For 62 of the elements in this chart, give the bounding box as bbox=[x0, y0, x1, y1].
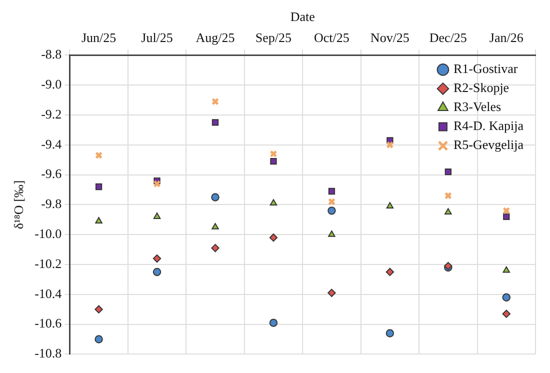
x-axis-title: Date bbox=[290, 9, 316, 24]
point bbox=[270, 150, 278, 158]
point bbox=[328, 188, 336, 195]
point bbox=[152, 254, 162, 263]
y-tick-label: -10.2 bbox=[34, 256, 62, 271]
point bbox=[444, 168, 452, 176]
legend-label: R3-Veles bbox=[453, 99, 502, 114]
point bbox=[502, 266, 510, 273]
point bbox=[386, 329, 394, 338]
point bbox=[503, 213, 510, 220]
legend-label: R1-Gostivar bbox=[453, 61, 518, 76]
legend-label: R4-D. Kapija bbox=[453, 118, 524, 134]
x-tick-label: Nov/25 bbox=[370, 30, 410, 45]
x-tick-label: Jan/26 bbox=[489, 30, 524, 45]
y-axis-title: δ¹⁸O [‰] bbox=[11, 180, 26, 230]
legend-label: R2-Skopje bbox=[453, 80, 510, 96]
point bbox=[153, 212, 161, 219]
point bbox=[502, 293, 510, 302]
point bbox=[211, 98, 220, 106]
point bbox=[94, 305, 103, 314]
point bbox=[328, 288, 336, 298]
y-tick-label: -10.6 bbox=[34, 316, 62, 331]
point bbox=[269, 318, 278, 327]
point bbox=[444, 192, 452, 200]
y-tick-label: -10.4 bbox=[34, 286, 62, 301]
point bbox=[211, 244, 220, 252]
y-tick-label: -9.0 bbox=[41, 76, 62, 92]
point bbox=[270, 199, 278, 206]
point bbox=[212, 119, 219, 126]
x-tick-label: Jun/25 bbox=[81, 30, 116, 45]
y-tick-label: -10.8 bbox=[34, 346, 62, 361]
x-tick-label: Jul/25 bbox=[141, 30, 173, 45]
x-tick-label: Aug/25 bbox=[196, 30, 235, 45]
x-tick-label: Oct/25 bbox=[314, 30, 350, 45]
y-tick-label: -9.4 bbox=[41, 136, 62, 152]
point bbox=[328, 230, 336, 237]
y-tick-label: -9.6 bbox=[41, 166, 62, 182]
x-tick-label: Dec/25 bbox=[429, 30, 467, 45]
point bbox=[153, 180, 161, 188]
point bbox=[211, 193, 220, 202]
point bbox=[95, 217, 102, 224]
x-tick-label: Sep/25 bbox=[255, 30, 292, 45]
point bbox=[328, 206, 336, 215]
point bbox=[444, 208, 452, 214]
y-tick-label: -9.8 bbox=[41, 196, 62, 212]
y-tick-label: -10.0 bbox=[34, 226, 62, 242]
point bbox=[386, 268, 394, 276]
legend-label: R5-Gevgelija bbox=[453, 137, 524, 152]
y-tick-label: -8.8 bbox=[41, 46, 62, 62]
point bbox=[269, 233, 278, 242]
point bbox=[386, 202, 394, 208]
point bbox=[270, 158, 277, 165]
y-tick-label: -9.2 bbox=[41, 106, 62, 122]
point bbox=[95, 152, 103, 160]
point bbox=[386, 141, 394, 149]
point bbox=[94, 335, 103, 344]
point bbox=[328, 198, 336, 206]
point bbox=[152, 268, 162, 276]
point bbox=[212, 223, 219, 230]
point bbox=[502, 206, 510, 214]
point bbox=[95, 183, 102, 190]
point bbox=[502, 310, 510, 318]
